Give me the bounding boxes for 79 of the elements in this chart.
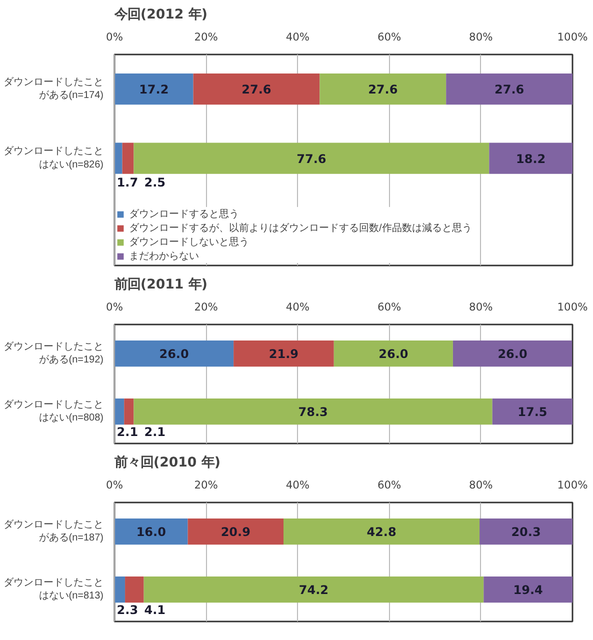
x-tick-label: 60% <box>377 300 402 314</box>
bar <box>114 518 188 545</box>
chart-title: 今回(2012 年) <box>114 8 208 22</box>
bar <box>134 398 492 425</box>
y-tick-label: ダウンロードしたことがある(n=192) <box>4 340 104 366</box>
data-label: 27.6 <box>494 82 524 97</box>
data-label: 20.3 <box>511 525 541 540</box>
bar <box>320 74 446 105</box>
bar <box>193 74 320 105</box>
x-tick-label: 0% <box>106 30 123 44</box>
bar <box>484 576 572 603</box>
bar <box>489 142 572 174</box>
bar <box>480 518 572 545</box>
bar <box>134 142 490 174</box>
data-label: 26.0 <box>159 347 189 362</box>
bar <box>452 340 572 367</box>
bar <box>234 340 334 367</box>
x-tick-label: 80% <box>469 300 493 314</box>
bar <box>114 142 122 174</box>
data-label: 4.1 <box>144 602 166 617</box>
data-label: 20.9 <box>220 525 250 540</box>
bar <box>114 340 234 367</box>
legend-label: ダウンロードすると思う <box>129 208 239 221</box>
legend-label: ダウンロードするが、以前よりはダウンロードする回数/作品数は減ると思う <box>129 222 472 235</box>
data-label: 21.9 <box>268 347 299 362</box>
bar <box>114 74 194 105</box>
x-tick-label: 80% <box>469 478 493 492</box>
x-tick-label: 60% <box>377 30 402 44</box>
data-label: 16.0 <box>136 525 166 540</box>
data-label: 1.7 <box>116 175 138 190</box>
chart-title: 前々回(2010 年) <box>114 456 220 470</box>
bar <box>492 398 572 425</box>
bar <box>124 398 134 425</box>
data-label: 2.1 <box>116 424 138 439</box>
chart-title: 前回(2011 年) <box>114 278 208 292</box>
data-label: 2.5 <box>144 175 166 190</box>
data-label: 74.2 <box>298 583 329 598</box>
bar <box>144 576 484 603</box>
data-label: 2.3 <box>116 602 138 617</box>
bar <box>188 518 284 545</box>
x-tick-label: 40% <box>286 300 310 314</box>
data-label: 78.3 <box>298 405 328 420</box>
y-tick-label: ダウンロードしたことはない(n=808) <box>4 398 104 424</box>
y-tick-label: ダウンロードしたことがある(n=174) <box>4 76 104 102</box>
y-tick-label: ダウンロードしたことはない(n=813) <box>4 576 104 602</box>
bar <box>284 518 480 545</box>
data-label: 19.4 <box>513 583 543 598</box>
y-tick-label: ダウンロードしたことがある(n=187) <box>4 518 104 544</box>
bar <box>114 576 126 603</box>
x-tick-label: 40% <box>286 478 310 492</box>
data-label: 27.6 <box>368 82 398 97</box>
y-tick-label: ダウンロードしたことはない(n=826) <box>4 145 104 170</box>
data-label: 26.0 <box>378 347 408 362</box>
data-label: 18.2 <box>516 152 546 166</box>
data-label: 17.5 <box>518 405 548 420</box>
bar <box>125 576 144 603</box>
data-label: 2.1 <box>144 424 166 439</box>
data-label: 77.6 <box>296 152 326 166</box>
x-tick-label: 0% <box>106 478 123 492</box>
x-tick-label: 0% <box>106 300 123 314</box>
bar <box>446 74 572 105</box>
x-tick-label: 100% <box>557 300 588 314</box>
data-label: 42.8 <box>366 525 396 540</box>
data-label: 27.6 <box>242 82 272 97</box>
legend-label: ダウンロードしないと思う <box>129 236 249 249</box>
x-tick-label: 40% <box>286 30 310 44</box>
legend-label: まだわからない <box>129 250 199 263</box>
x-tick-label: 60% <box>377 478 402 492</box>
data-label: 26.0 <box>498 347 528 362</box>
x-tick-label: 20% <box>194 300 218 314</box>
bar <box>334 340 453 367</box>
x-tick-label: 20% <box>194 478 218 492</box>
bar <box>114 398 124 425</box>
x-tick-label: 20% <box>194 30 218 44</box>
x-tick-label: 80% <box>469 30 493 44</box>
x-tick-label: 100% <box>557 30 588 44</box>
x-tick-label: 100% <box>557 478 588 492</box>
data-label: 17.2 <box>139 82 169 97</box>
bar <box>122 142 134 174</box>
